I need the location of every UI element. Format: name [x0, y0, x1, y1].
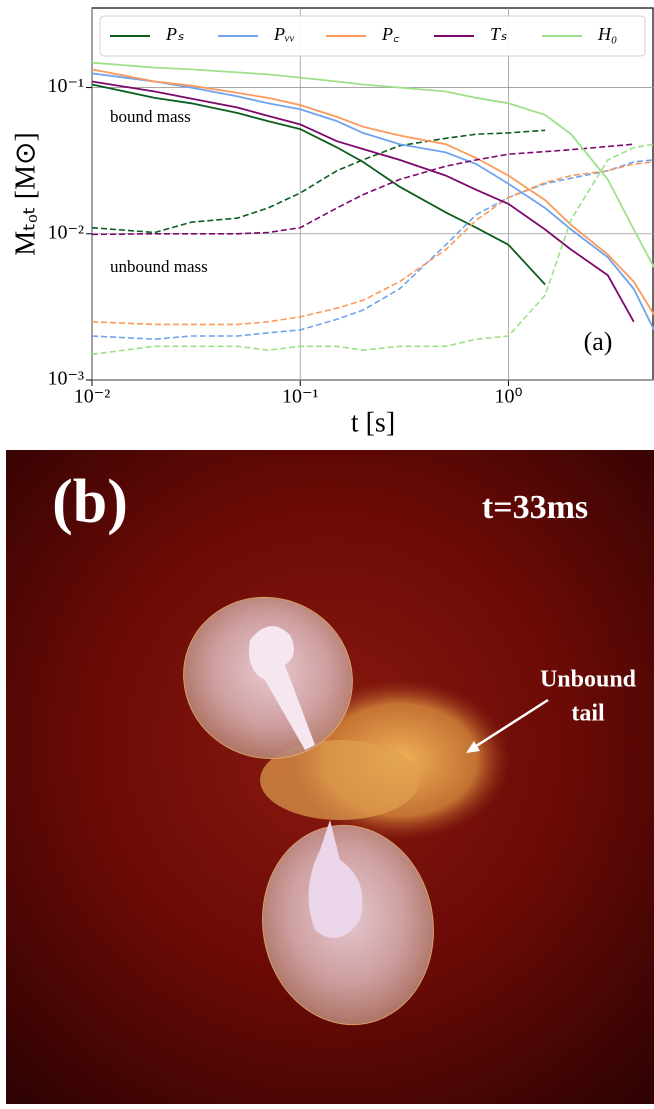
unbound-line — [91, 143, 654, 356]
y-tick-label: 10⁻¹ — [47, 75, 84, 97]
y-tick-label: 10⁻³ — [47, 368, 84, 390]
y-axis-label: Mₜₒₜ [M⊙] — [10, 132, 41, 255]
bound-line — [91, 61, 654, 268]
bound-line — [91, 83, 546, 286]
legend-label: H₀ — [597, 24, 617, 44]
unbound-line — [91, 143, 634, 236]
annotation: unbound mass — [110, 257, 208, 276]
unbound-line — [91, 129, 546, 234]
legend-label: P꜀ — [381, 24, 400, 44]
x-tick-label: 10⁰ — [494, 386, 522, 408]
legend-label: Pₛ — [165, 24, 184, 44]
lower-jet-core — [308, 820, 363, 938]
bound-line — [91, 68, 654, 316]
annotation: (a) — [584, 327, 613, 356]
annotation: bound mass — [110, 107, 191, 126]
legend-label: Tₛ — [490, 24, 507, 44]
legend-box — [99, 15, 646, 57]
upper-jet-core — [249, 626, 315, 750]
annotation-line: Unbound — [540, 667, 637, 693]
annotation-arrow — [469, 698, 549, 752]
annotation-line: tail — [571, 701, 605, 727]
x-tick-label: 10⁻¹ — [282, 386, 319, 408]
panel-b: (b) t=33ms Unbound tail — [6, 450, 654, 1104]
y-tick-label: 10⁻² — [47, 221, 84, 243]
time-label: t=33ms — [482, 489, 588, 526]
bound-line — [91, 80, 635, 323]
bound-line — [91, 72, 654, 331]
x-tick-label: 10⁻² — [74, 386, 111, 408]
unbound-line — [91, 159, 654, 341]
panel-label: (b) — [52, 468, 128, 536]
arrow-head — [466, 741, 480, 753]
disk-glow — [260, 740, 420, 820]
x-axis-label: t [s] — [351, 407, 395, 438]
legend-label: Pᵥᵥ — [273, 24, 295, 44]
unbound-line — [91, 161, 654, 326]
